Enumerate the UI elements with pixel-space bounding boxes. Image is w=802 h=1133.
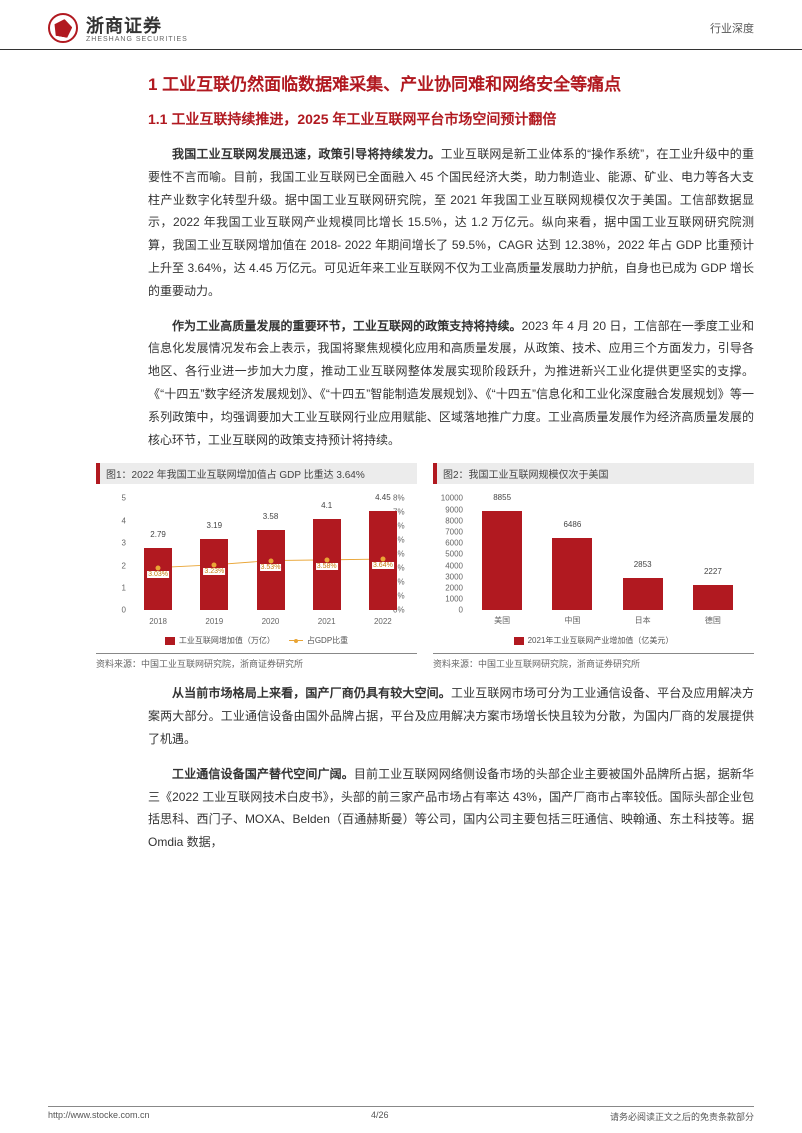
chart-1-bar-label: 3.58: [263, 512, 279, 521]
chart-2-legend-bar-label: 2021年工业互联网产业增加值（亿美元）: [528, 635, 674, 646]
paragraph-2: 作为工业高质量发展的重要环节，工业互联网的政策支持将持续。2023 年 4 月 …: [148, 315, 754, 452]
brand-subtitle: ZHESHANG SECURITIES: [86, 36, 188, 43]
chart-1-x-labels: 2018 2019 2020 2021 2022: [130, 617, 411, 626]
p4-lead: 工业通信设备国产替代空间广阔。: [172, 767, 354, 781]
chart-1-title: 图1：2022 年我国工业互联网增加值占 GDP 比重达 3.64%: [96, 463, 417, 484]
chart-2-plot: 8855648628532227: [467, 498, 748, 610]
chart-2-source: 资料来源：中国工业互联网研究院，浙商证券研究所: [433, 653, 754, 670]
chart-2-bar: [552, 538, 592, 611]
chart-1-y-left: 012345: [96, 498, 128, 610]
chart-1-line-point: [156, 565, 161, 570]
page-footer: http://www.stocke.com.cn 4/26 请务必阅读正文之后的…: [48, 1106, 754, 1123]
chart-1-bar-label: 2.79: [150, 530, 166, 539]
chart-1-bar: [144, 548, 172, 610]
chart-1-line-label: 3.23%: [203, 568, 225, 575]
chart-1-source: 资料来源：中国工业互联网研究院，浙商证券研究所: [96, 653, 417, 670]
p2-body: 2023 年 4 月 20 日，工信部在一季度工业和信息化发展情况发布会上表示，…: [148, 319, 754, 447]
chart-2-bar-label: 6486: [563, 520, 581, 529]
chart-1-line-point: [268, 558, 273, 563]
legend-swatch-icon: [514, 637, 524, 645]
chart-1-x-label: 2019: [205, 617, 223, 626]
paragraph-3: 从当前市场格局上来看，国产厂商仍具有较大空间。工业互联网市场可分为工业通信设备、…: [148, 682, 754, 750]
chart-1-x-label: 2018: [149, 617, 167, 626]
chart-1-canvas: 012345 0%1%2%3%4%5%6%7%8% 2.793.03%3.193…: [96, 490, 417, 650]
p1-body: 工业互联网是新工业体系的“操作系统”，在工业升级中的重要性不言而喻。目前，我国工…: [148, 147, 754, 298]
chart-2-x-label: 中国: [564, 615, 580, 626]
chart-1-legend-line: 占GDP比重: [289, 635, 348, 646]
chart-2-bar-label: 2227: [704, 567, 722, 576]
heading-1: 1 工业互联仍然面临数据难采集、产业协同难和网络安全等痛点: [148, 70, 754, 95]
chart-2-bar-label: 8855: [493, 493, 511, 502]
chart-2-legend-bar: 2021年工业互联网产业增加值（亿美元）: [514, 635, 674, 646]
chart-1-line-label: 3.64%: [372, 562, 394, 569]
chart-2-bar: [482, 511, 522, 610]
chart-1-bar-label: 4.1: [321, 501, 332, 510]
chart-1-line-point: [380, 557, 385, 562]
chart-1-block: 图1：2022 年我国工业互联网增加值占 GDP 比重达 3.64% 01234…: [96, 463, 417, 670]
paragraph-1: 我国工业互联网发展迅速，政策引导将持续发力。工业互联网是新工业体系的“操作系统”…: [148, 143, 754, 303]
page-header: 浙商证券 ZHESHANG SECURITIES 行业深度: [0, 0, 802, 50]
chart-2-bar-label: 2853: [634, 560, 652, 569]
main-content: 1 工业互联仍然面临数据难采集、产业协同难和网络安全等痛点 1.1 工业互联持续…: [0, 50, 802, 854]
chart-2-y-left: 0100020003000400050006000700080009000100…: [433, 498, 465, 610]
chart-2-x-labels: 美国 中国 日本 德国: [467, 615, 748, 626]
legend-line-icon: [289, 640, 303, 641]
brand-logo-group: 浙商证券 ZHESHANG SECURITIES: [48, 12, 188, 43]
chart-2-x-label: 日本: [635, 615, 651, 626]
chart-1-legend-line-label: 占GDP比重: [307, 635, 348, 646]
chart-1-line-label: 3.03%: [147, 571, 169, 578]
chart-2-canvas: 0100020003000400050006000700080009000100…: [433, 490, 754, 650]
chart-2-x-label: 美国: [494, 615, 510, 626]
chart-2-legend: 2021年工业互联网产业增加值（亿美元）: [433, 635, 754, 646]
chart-1-x-label: 2020: [262, 617, 280, 626]
chart-2-bar: [693, 585, 733, 610]
chart-1-line-point: [324, 558, 329, 563]
chart-1-plot: 2.793.03%3.193.23%3.583.53%4.13.58%4.453…: [130, 498, 411, 610]
logo-icon: [48, 13, 78, 43]
footer-page: 4/26: [371, 1110, 389, 1123]
paragraph-4: 工业通信设备国产替代空间广阔。目前工业互联网网络侧设备市场的头部企业主要被国外品…: [148, 763, 754, 854]
chart-1-bar-label: 3.19: [207, 521, 223, 530]
charts-row: 图1：2022 年我国工业互联网增加值占 GDP 比重达 3.64% 01234…: [96, 463, 754, 670]
chart-2-bar: [623, 578, 663, 610]
footer-url: http://www.stocke.com.cn: [48, 1110, 150, 1123]
chart-2-block: 图2：我国工业互联网规模仅次于美国 0100020003000400050006…: [433, 463, 754, 670]
footer-disclaimer: 请务必阅读正文之后的免责条款部分: [610, 1110, 754, 1123]
document-category: 行业深度: [710, 20, 754, 36]
legend-swatch-icon: [165, 637, 175, 645]
p2-lead: 作为工业高质量发展的重要环节，工业互联网的政策支持将持续。: [172, 319, 522, 333]
chart-2-x-label: 德国: [705, 615, 721, 626]
p1-lead: 我国工业互联网发展迅速，政策引导将持续发力。: [172, 147, 441, 161]
chart-1-line-label: 3.58%: [316, 563, 338, 570]
heading-1-1: 1.1 工业互联持续推进，2025 年工业互联网平台市场空间预计翻倍: [148, 109, 754, 129]
brand-name: 浙商证券: [86, 12, 188, 38]
p3-lead: 从当前市场格局上来看，国产厂商仍具有较大空间。: [172, 686, 451, 700]
chart-1-legend-bar: 工业互联网增加值（万亿）: [165, 635, 275, 646]
chart-1-line-label: 3.53%: [260, 564, 282, 571]
chart-1-bar-label: 4.45: [375, 493, 391, 502]
chart-1-legend-bar-label: 工业互联网增加值（万亿）: [179, 635, 275, 646]
chart-1-legend: 工业互联网增加值（万亿） 占GDP比重: [96, 635, 417, 646]
chart-1-x-label: 2022: [374, 617, 392, 626]
chart-1-x-label: 2021: [318, 617, 336, 626]
chart-1-line-point: [212, 563, 217, 568]
chart-2-title: 图2：我国工业互联网规模仅次于美国: [433, 463, 754, 484]
